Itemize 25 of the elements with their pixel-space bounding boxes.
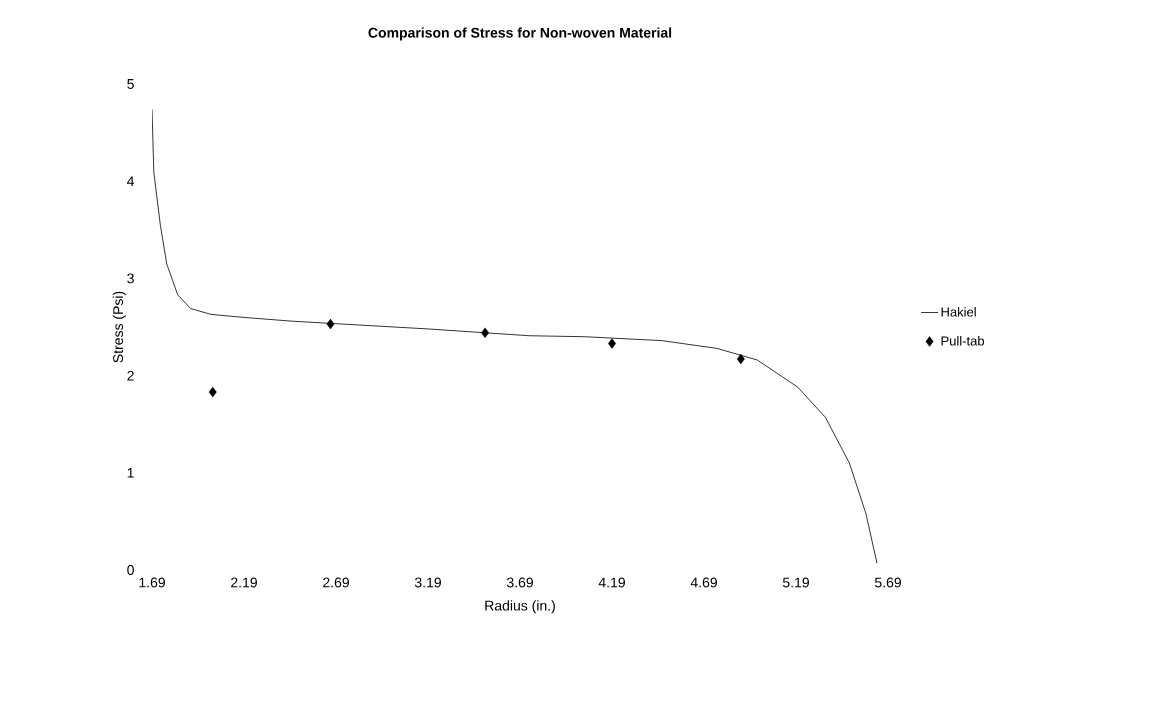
x-tick-label: 2.19	[231, 577, 257, 588]
y-tick-label: 1	[127, 467, 134, 478]
x-tick-label: 3.19	[414, 577, 441, 588]
x-tick-label: 5.19	[782, 577, 809, 588]
point	[608, 338, 616, 349]
line-series	[152, 108, 878, 564]
point	[736, 353, 745, 365]
y-tick-label: 0	[127, 565, 134, 575]
y-tick-label: 2	[127, 370, 134, 381]
y-tick-label: 3	[127, 273, 134, 284]
x-axis-title: Radius (in.)	[485, 600, 555, 614]
point	[208, 386, 217, 398]
point	[326, 318, 335, 330]
x-tick-label: 1.69	[139, 577, 165, 588]
y-tick-label: 4	[127, 176, 135, 187]
legend-label: Hakiel	[941, 307, 976, 317]
chart-title: Comparison of Stress for Non-woven Material	[368, 27, 672, 41]
y-axis-title: Stress (Psi)	[112, 291, 126, 363]
x-tick-label: 2.69	[323, 577, 349, 588]
x-tick-label: 3.69	[506, 577, 533, 588]
x-tick-label: 5.69	[874, 577, 901, 588]
y-tick-label: 5	[127, 79, 134, 89]
x-tick-label: 4.19	[598, 577, 625, 588]
x-tick-label: 4.69	[690, 577, 717, 588]
legend-label: Pull-tab	[941, 335, 985, 346]
